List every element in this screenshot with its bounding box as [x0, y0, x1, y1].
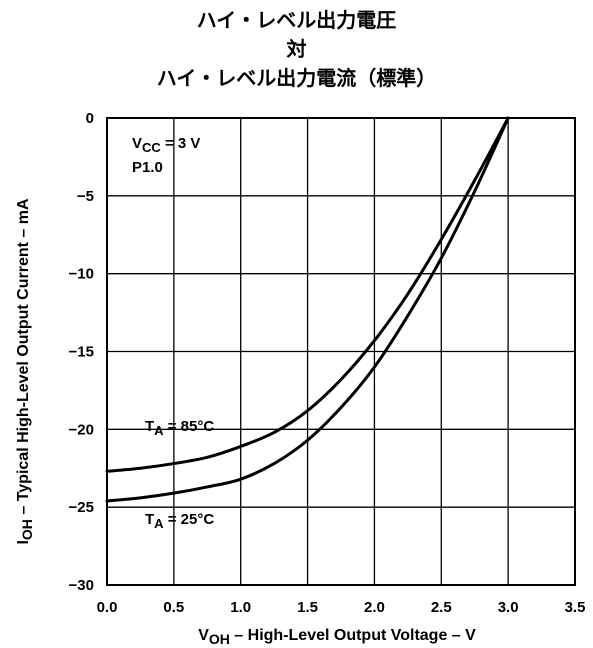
series-layer [105, 116, 510, 503]
chart-title-line-1: ハイ・レベル出力電圧 [196, 8, 397, 32]
annotation-layer: VCC = 3 V P1.0 TA = 85°C TA = 25°C [132, 135, 214, 531]
x-tick-label: 1.5 [297, 599, 318, 616]
x-tick-label: 1.0 [230, 599, 251, 616]
x-tick-label: 3.5 [565, 599, 586, 616]
y-axis-label: IOH – Typical High-Level Output Current … [15, 198, 35, 545]
series-line-ta-85c [105, 116, 510, 473]
x-tick-label: 3.0 [498, 599, 519, 616]
y-tick-label: −5 [77, 188, 94, 205]
series-label-ta-25c: TA = 25°C [145, 511, 214, 531]
plot-frame [106, 117, 576, 586]
chart-title-line-3: ハイ・レベル出力電流（標準） [156, 66, 437, 90]
series-line-ta-25c [105, 116, 510, 503]
condition-vcc-label: VCC = 3 V [132, 135, 200, 155]
y-tick-label: −15 [69, 344, 94, 361]
x-tick-label: 0.5 [163, 599, 184, 616]
y-tick-label: −30 [69, 577, 94, 594]
series-label-ta-85c: TA = 85°C [145, 418, 214, 438]
x-tick-label: 2.5 [431, 599, 452, 616]
y-tick-label: 0 [86, 110, 94, 127]
y-tick-label: −25 [69, 499, 94, 516]
x-axis-label: VOH – High-Level Output Voltage – V [198, 627, 476, 647]
x-tick-label: 0.0 [97, 599, 118, 616]
x-tick-label: 2.0 [364, 599, 385, 616]
y-tick-label: −20 [69, 421, 94, 438]
axis-label-layer: VOH – High-Level Output Voltage – V IOH –… [15, 198, 476, 647]
chart-title-line-2: 対 [286, 37, 307, 61]
y-tick-label: −10 [69, 266, 94, 283]
condition-pin-label: P1.0 [132, 159, 163, 176]
tick-label-layer: 0.0 0.5 1.0 1.5 2.0 2.5 3.0 3.5 0 −5 −10 −15 −20 −25 −… [69, 110, 586, 616]
